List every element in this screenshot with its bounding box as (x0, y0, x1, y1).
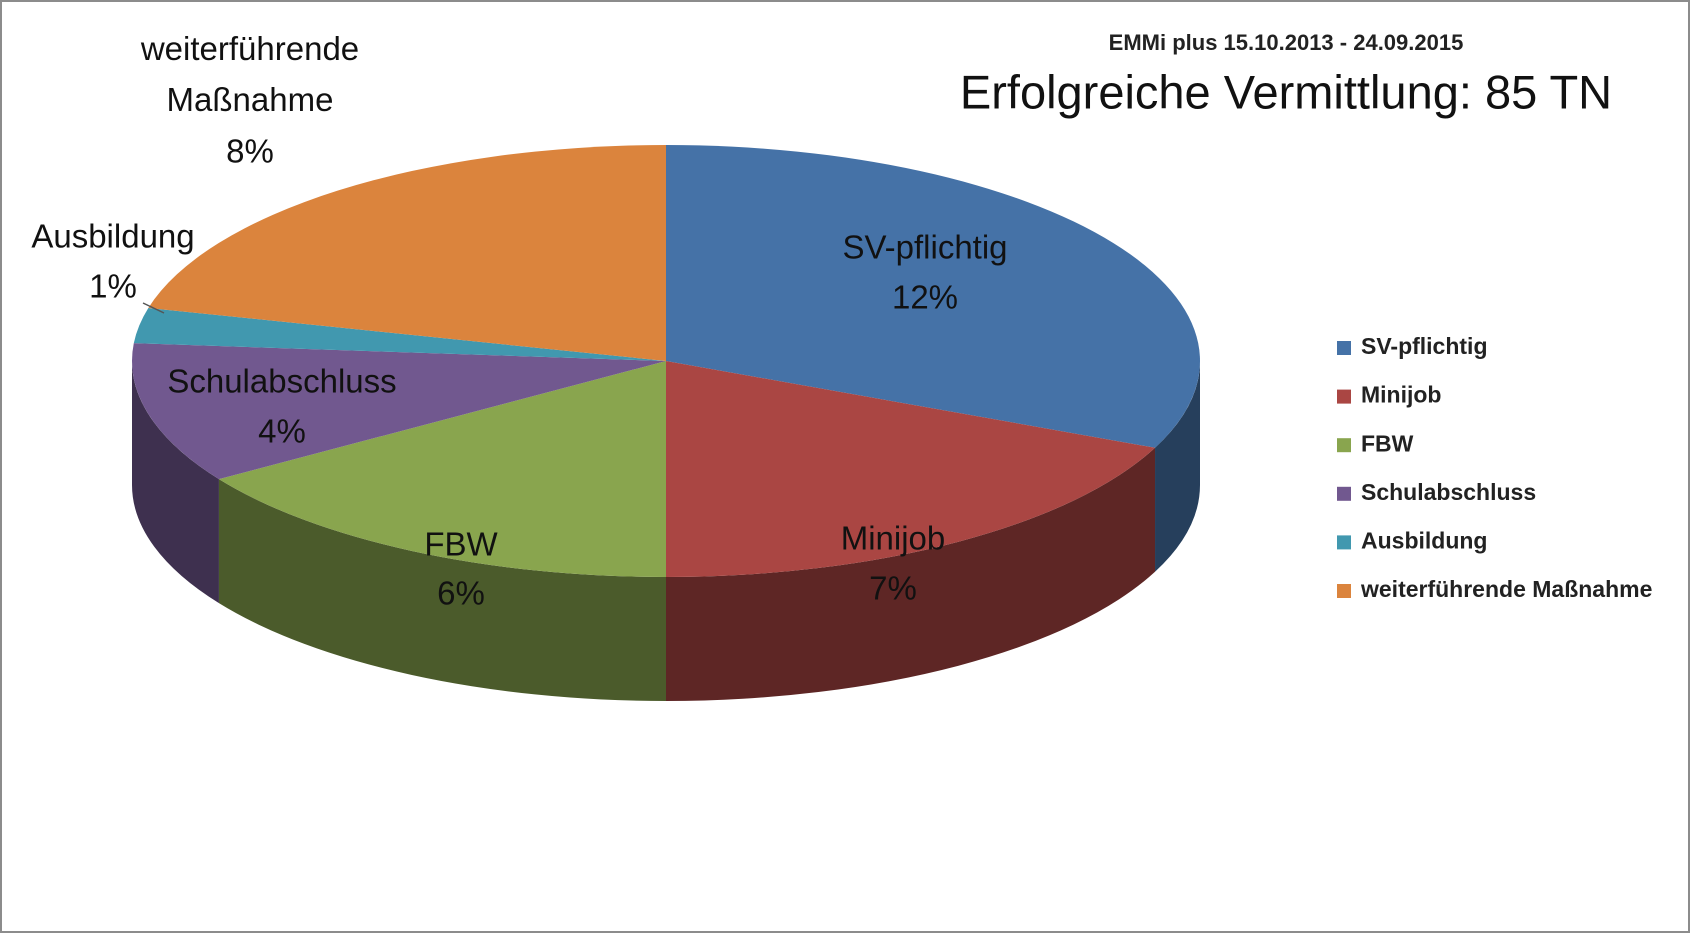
pie-slice-side (218, 479, 666, 701)
slice-value-label: 4% (258, 413, 306, 450)
pie-slice (131, 343, 666, 480)
pie-slice (666, 361, 1156, 577)
legend-label: Schulabschluss (1361, 479, 1536, 505)
pie-top (131, 145, 1201, 577)
slice-value-label: 7% (869, 570, 917, 607)
pie-slice-side (1155, 361, 1201, 572)
slice-value-label: 8% (226, 133, 274, 170)
slice-label: SV-pflichtig (842, 229, 1007, 266)
pie-slice (148, 145, 667, 361)
legend: SV-pflichtig Minijob FBW Schulabschluss Ausb… (1337, 333, 1652, 602)
legend-swatch (1337, 341, 1351, 355)
slice-value-label: 6% (437, 575, 485, 612)
pie-slice (218, 361, 666, 577)
slice-label: Schulabschluss (167, 363, 396, 400)
pie-slice (666, 145, 1201, 448)
slice-value-label: 12% (892, 279, 958, 316)
legend-swatch (1337, 438, 1351, 453)
legend-label: Minijob (1361, 382, 1441, 408)
pie-slice-side (132, 361, 219, 604)
legend-label: Ausbildung (1361, 527, 1487, 553)
slice-label: FBW (424, 526, 498, 563)
legend-label: SV-pflichtig (1361, 333, 1488, 359)
legend-swatch (1337, 584, 1351, 598)
slice-value-label: 1% (89, 268, 137, 305)
chart-title: Erfolgreiche Vermittlung: 85 TN (960, 65, 1612, 118)
legend-label: weiterführende Maßnahme (1360, 576, 1652, 602)
pie-sides (132, 361, 1201, 702)
legend-label: FBW (1361, 430, 1414, 456)
legend-swatch (1337, 486, 1351, 501)
legend-swatch (1337, 389, 1351, 404)
slice-label: Ausbildung (31, 218, 194, 255)
pie-slice (133, 307, 666, 361)
leader-line (142, 302, 165, 314)
slice-label: Minijob (841, 520, 946, 557)
legend-swatch (1337, 535, 1351, 550)
chart-subtitle: EMMi plus 15.10.2013 - 24.09.2015 (1109, 30, 1464, 55)
data-labels: SV-pflichtig 12% Minijob 7% FBW 6% Schulabschl… (31, 30, 1007, 612)
pie-slice-side (666, 447, 1156, 702)
slice-label: weiterführende Maßnahme (140, 30, 359, 118)
